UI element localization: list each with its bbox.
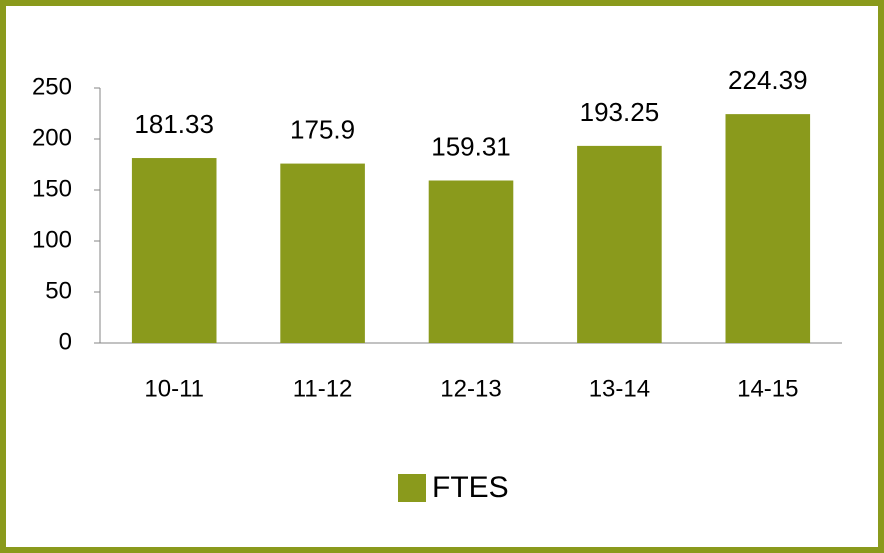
bar <box>725 114 811 344</box>
y-tick-label: 150 <box>32 175 72 202</box>
bar <box>280 163 365 343</box>
y-tick-label: 200 <box>32 124 72 151</box>
x-tick-label: 12-13 <box>440 375 501 402</box>
data-label: 224.39 <box>728 65 808 95</box>
y-tick-label: 50 <box>45 277 72 304</box>
data-label: 193.25 <box>580 97 660 127</box>
x-tick-label: 10-11 <box>144 375 204 402</box>
x-tick-label: 13-14 <box>589 375 650 402</box>
y-tick-label: 100 <box>32 226 72 253</box>
data-label: 159.31 <box>431 131 511 161</box>
y-tick-label: 250 <box>32 73 72 100</box>
x-tick-label: 14-15 <box>737 375 798 402</box>
bar <box>428 180 514 343</box>
data-label: 175.9 <box>290 114 355 144</box>
legend-swatch <box>398 474 426 502</box>
data-label: 181.33 <box>134 109 214 139</box>
bar <box>131 158 217 343</box>
y-tick-label: 0 <box>59 328 72 355</box>
bar <box>577 145 662 343</box>
legend-label: FTES <box>432 471 509 504</box>
x-tick-label: 11-12 <box>293 375 353 402</box>
